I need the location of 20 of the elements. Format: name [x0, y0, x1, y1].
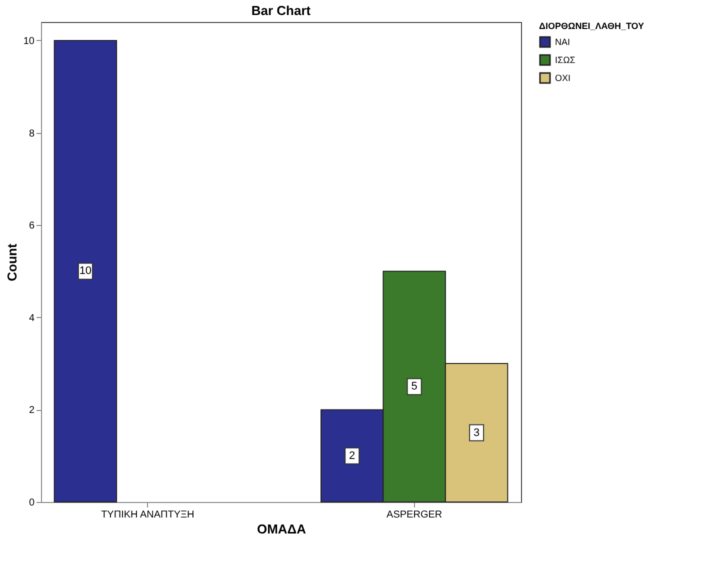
y-tick-label: 8	[28, 128, 35, 140]
x-tick-label: ΤΥΠΙΚΗ ΑΝΑΠΤΥΞΗ	[101, 510, 194, 520]
data-label: 10	[79, 265, 92, 278]
y-tick-label: 10	[23, 36, 35, 47]
legend-label: ΝΑΙ	[555, 37, 570, 47]
data-label: 2	[349, 450, 356, 462]
y-tick-label: 4	[28, 312, 35, 324]
chart-title: Bar Chart	[251, 3, 312, 18]
x-axis-title: ΟΜΑΔΑ	[256, 522, 307, 536]
legend-label: ΟΧΙ	[555, 73, 571, 83]
bar	[54, 40, 118, 502]
legend-title: ΔΙΟΡΘΩΝΕΙ_ΛΑΘΗ_ΤΟΥ	[539, 21, 644, 31]
y-axis-title: Count	[4, 243, 20, 282]
y-tick-label: 2	[28, 405, 35, 416]
legend-label: ΙΣΩΣ	[555, 55, 576, 65]
y-tick-label: 0	[28, 498, 35, 508]
data-label: 5	[411, 380, 418, 393]
x-tick-label: ASPERGER	[386, 510, 442, 520]
y-tick-label: 6	[28, 220, 35, 232]
data-label: 3	[473, 426, 480, 439]
